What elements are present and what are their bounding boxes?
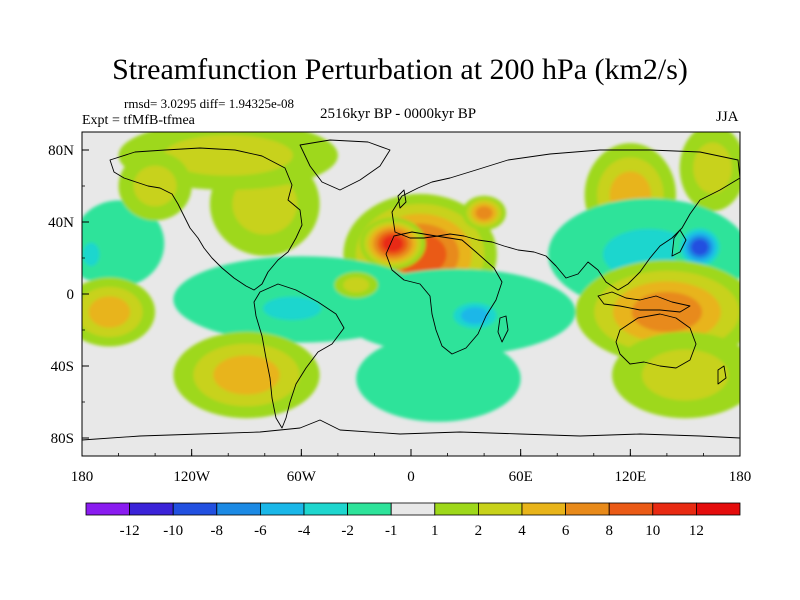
anomaly-contour <box>263 296 322 321</box>
plot-title: Streamfunction Perturbation at 200 hPa (… <box>112 53 688 86</box>
colorbar-swatch <box>477 502 523 516</box>
anomaly-contour <box>389 353 487 405</box>
anomaly-contour <box>382 235 404 252</box>
period-label: 2516kyr BP - 0000kyr BP <box>320 106 477 122</box>
colorbar-label: 6 <box>562 523 570 539</box>
colorbar-label: -2 <box>341 523 354 539</box>
colorbar-swatch <box>85 502 130 516</box>
anomaly-blob <box>359 217 426 270</box>
colorbar-label: 2 <box>475 523 483 539</box>
anomaly-blob <box>118 151 192 221</box>
x-tick-label: 0 <box>407 469 415 485</box>
anomaly-contour <box>88 296 131 328</box>
x-tick-label: 60W <box>287 469 317 485</box>
x-tick-label: 180 <box>729 469 752 485</box>
y-tick-label: 80S <box>51 431 74 447</box>
anomaly-contour <box>213 355 280 395</box>
coast-africa <box>385 231 503 355</box>
anomaly-contour <box>475 206 493 220</box>
x-tick-label: 60E <box>509 469 533 485</box>
axis-ticks: 180 120W 60W 0 60E 120E 180 80N 40N 0 40S 80S <box>48 143 751 485</box>
coast-north-america <box>109 147 303 291</box>
colorbar-swatch <box>696 502 741 516</box>
colorbar: -12 -10 -8 -6 -4 -2 -1 1 2 4 6 8 10 12 <box>85 502 741 539</box>
y-tick-label: 40N <box>48 215 74 231</box>
colorbar-swatch <box>434 502 479 516</box>
y-tick-label: 80N <box>48 143 74 159</box>
anomaly-blob <box>173 331 320 419</box>
colorbar-label: 8 <box>605 523 613 539</box>
x-tick-label: 120W <box>173 469 211 485</box>
anomaly-blob <box>356 335 521 422</box>
anomaly-contour <box>631 292 703 332</box>
colorbar-swatch <box>608 502 654 516</box>
coast-new-zealand <box>717 365 727 385</box>
anomaly-contour <box>343 277 370 293</box>
colorbar-swatch <box>303 502 348 516</box>
colorbar-label: 10 <box>645 523 660 539</box>
colorbar-swatch <box>652 502 697 516</box>
anomaly-blob <box>462 195 507 231</box>
colorbar-label: -6 <box>254 523 267 539</box>
x-tick-label: 180 <box>71 469 94 485</box>
anomaly-blob <box>672 221 728 274</box>
colorbar-label: -8 <box>211 523 224 539</box>
coast-british-isles <box>397 189 407 209</box>
coast-south-america <box>253 283 345 429</box>
anomaly-blob <box>82 228 110 281</box>
colorbar-swatch <box>216 502 261 516</box>
anomaly-contour <box>460 307 490 324</box>
colorbar-label: -4 <box>298 523 311 539</box>
colorbar-label: -12 <box>120 523 140 539</box>
colorbar-label: 1 <box>431 523 439 539</box>
colorbar-label: 12 <box>689 523 704 539</box>
colorbar-swatch <box>565 502 610 516</box>
colorbar-swatch <box>172 502 218 516</box>
colorbar-swatch <box>390 502 436 516</box>
coast-maritime-continent <box>597 291 691 313</box>
contour-layer <box>82 132 740 422</box>
anomaly-contour <box>693 142 732 194</box>
coast-madagascar <box>497 315 509 343</box>
coast-greenland <box>299 139 391 191</box>
y-tick-label: 40S <box>51 359 74 375</box>
coast-eurasia <box>391 149 740 291</box>
anomaly-contour <box>691 238 709 256</box>
colorbar-label: 4 <box>518 523 526 539</box>
anomaly-blob <box>228 282 357 335</box>
anomaly-contour <box>133 165 177 207</box>
colorbar-swatch <box>129 502 174 516</box>
colorbar-swatch <box>259 502 305 516</box>
anomaly-contour <box>642 349 729 401</box>
anomaly-blob <box>334 272 379 298</box>
anomaly-contour <box>163 135 293 176</box>
coast-australia <box>615 313 697 369</box>
stats-label: rmsd= 3.0295 diff= 1.94325e-08 <box>124 96 295 111</box>
colorbar-label: -10 <box>163 523 183 539</box>
experiment-label: Expt = tfMfB-tfmea <box>82 113 195 128</box>
coast-japan <box>671 229 687 257</box>
coast-antarctica <box>82 419 740 441</box>
colorbar-swatch <box>521 502 566 516</box>
anomaly-contour <box>82 242 100 267</box>
x-tick-label: 120E <box>614 469 646 485</box>
season-label: JJA <box>716 109 739 125</box>
anomaly-blob <box>612 331 740 419</box>
y-tick-label: 0 <box>67 287 75 303</box>
anomaly-blob <box>679 132 740 212</box>
colorbar-label: -1 <box>385 523 398 539</box>
anomaly-blob <box>82 277 156 347</box>
coastlines <box>82 139 740 441</box>
anomaly-blob <box>438 294 512 338</box>
colorbar-swatch <box>347 502 392 516</box>
